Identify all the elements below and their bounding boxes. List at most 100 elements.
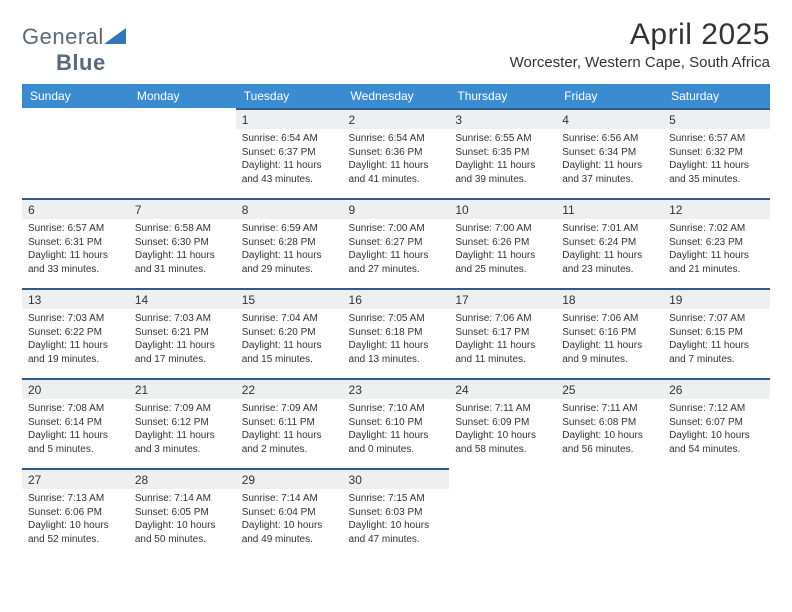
day-number: 23	[343, 378, 450, 399]
day-details: Sunrise: 6:57 AMSunset: 6:31 PMDaylight:…	[22, 219, 129, 280]
day-number: 19	[663, 288, 770, 309]
sunrise-text: Sunrise: 7:14 AM	[242, 492, 337, 506]
sunset-text: Sunset: 6:12 PM	[135, 416, 230, 430]
day-number: 28	[129, 468, 236, 489]
daylight-text: Daylight: 11 hours and 31 minutes.	[135, 249, 230, 276]
sunrise-text: Sunrise: 7:03 AM	[28, 312, 123, 326]
day-details: Sunrise: 7:06 AMSunset: 6:17 PMDaylight:…	[449, 309, 556, 370]
sunrise-text: Sunrise: 7:09 AM	[135, 402, 230, 416]
day-number: 14	[129, 288, 236, 309]
daylight-text: Daylight: 11 hours and 11 minutes.	[455, 339, 550, 366]
weekday-header: Wednesday	[343, 84, 450, 108]
calendar-day-cell: 14Sunrise: 7:03 AMSunset: 6:21 PMDayligh…	[129, 288, 236, 378]
sunrise-text: Sunrise: 7:14 AM	[135, 492, 230, 506]
sunrise-text: Sunrise: 7:12 AM	[669, 402, 764, 416]
calendar-day-cell: 5Sunrise: 6:57 AMSunset: 6:32 PMDaylight…	[663, 108, 770, 198]
daylight-text: Daylight: 10 hours and 49 minutes.	[242, 519, 337, 546]
sunset-text: Sunset: 6:22 PM	[28, 326, 123, 340]
calendar-day-cell: 20Sunrise: 7:08 AMSunset: 6:14 PMDayligh…	[22, 378, 129, 468]
day-number: 7	[129, 198, 236, 219]
day-number: 21	[129, 378, 236, 399]
sunrise-text: Sunrise: 7:10 AM	[349, 402, 444, 416]
calendar-day-cell: 4Sunrise: 6:56 AMSunset: 6:34 PMDaylight…	[556, 108, 663, 198]
day-details: Sunrise: 7:11 AMSunset: 6:08 PMDaylight:…	[556, 399, 663, 460]
calendar-day-cell	[556, 468, 663, 558]
day-number: 22	[236, 378, 343, 399]
calendar-week-row: 20Sunrise: 7:08 AMSunset: 6:14 PMDayligh…	[22, 378, 770, 468]
daylight-text: Daylight: 11 hours and 37 minutes.	[562, 159, 657, 186]
sunrise-text: Sunrise: 7:00 AM	[349, 222, 444, 236]
calendar-day-cell: 2Sunrise: 6:54 AMSunset: 6:36 PMDaylight…	[343, 108, 450, 198]
daylight-text: Daylight: 11 hours and 19 minutes.	[28, 339, 123, 366]
sunset-text: Sunset: 6:03 PM	[349, 506, 444, 520]
daylight-text: Daylight: 10 hours and 47 minutes.	[349, 519, 444, 546]
day-number: 1	[236, 108, 343, 129]
daylight-text: Daylight: 11 hours and 23 minutes.	[562, 249, 657, 276]
day-number: 4	[556, 108, 663, 129]
day-details: Sunrise: 7:15 AMSunset: 6:03 PMDaylight:…	[343, 489, 450, 550]
calendar-header-row: SundayMondayTuesdayWednesdayThursdayFrid…	[22, 84, 770, 108]
daylight-text: Daylight: 11 hours and 9 minutes.	[562, 339, 657, 366]
sunrise-text: Sunrise: 7:13 AM	[28, 492, 123, 506]
day-details: Sunrise: 7:04 AMSunset: 6:20 PMDaylight:…	[236, 309, 343, 370]
daylight-text: Daylight: 11 hours and 5 minutes.	[28, 429, 123, 456]
title-block: April 2025 Worcester, Western Cape, Sout…	[510, 18, 770, 71]
sunrise-text: Sunrise: 7:02 AM	[669, 222, 764, 236]
calendar-day-cell: 18Sunrise: 7:06 AMSunset: 6:16 PMDayligh…	[556, 288, 663, 378]
day-details: Sunrise: 6:59 AMSunset: 6:28 PMDaylight:…	[236, 219, 343, 280]
daylight-text: Daylight: 11 hours and 17 minutes.	[135, 339, 230, 366]
daylight-text: Daylight: 11 hours and 41 minutes.	[349, 159, 444, 186]
day-number: 18	[556, 288, 663, 309]
day-details: Sunrise: 7:09 AMSunset: 6:11 PMDaylight:…	[236, 399, 343, 460]
calendar-day-cell: 21Sunrise: 7:09 AMSunset: 6:12 PMDayligh…	[129, 378, 236, 468]
day-details: Sunrise: 7:01 AMSunset: 6:24 PMDaylight:…	[556, 219, 663, 280]
sunset-text: Sunset: 6:20 PM	[242, 326, 337, 340]
weekday-header: Saturday	[663, 84, 770, 108]
day-number: 26	[663, 378, 770, 399]
sunset-text: Sunset: 6:23 PM	[669, 236, 764, 250]
sunset-text: Sunset: 6:04 PM	[242, 506, 337, 520]
sunrise-text: Sunrise: 7:15 AM	[349, 492, 444, 506]
day-number: 10	[449, 198, 556, 219]
sunset-text: Sunset: 6:32 PM	[669, 146, 764, 160]
day-number: 20	[22, 378, 129, 399]
sunrise-text: Sunrise: 6:59 AM	[242, 222, 337, 236]
page-title: April 2025	[510, 18, 770, 52]
day-number: 24	[449, 378, 556, 399]
day-details: Sunrise: 7:14 AMSunset: 6:04 PMDaylight:…	[236, 489, 343, 550]
daylight-text: Daylight: 11 hours and 21 minutes.	[669, 249, 764, 276]
sunrise-text: Sunrise: 7:11 AM	[455, 402, 550, 416]
day-number: 5	[663, 108, 770, 129]
day-details: Sunrise: 7:03 AMSunset: 6:22 PMDaylight:…	[22, 309, 129, 370]
calendar-day-cell	[449, 468, 556, 558]
daylight-text: Daylight: 11 hours and 0 minutes.	[349, 429, 444, 456]
day-details: Sunrise: 7:09 AMSunset: 6:12 PMDaylight:…	[129, 399, 236, 460]
day-number: 16	[343, 288, 450, 309]
daylight-text: Daylight: 11 hours and 27 minutes.	[349, 249, 444, 276]
daylight-text: Daylight: 11 hours and 7 minutes.	[669, 339, 764, 366]
sunset-text: Sunset: 6:17 PM	[455, 326, 550, 340]
sunset-text: Sunset: 6:10 PM	[349, 416, 444, 430]
sunset-text: Sunset: 6:30 PM	[135, 236, 230, 250]
daylight-text: Daylight: 10 hours and 56 minutes.	[562, 429, 657, 456]
daylight-text: Daylight: 11 hours and 3 minutes.	[135, 429, 230, 456]
sunset-text: Sunset: 6:06 PM	[28, 506, 123, 520]
daylight-text: Daylight: 11 hours and 39 minutes.	[455, 159, 550, 186]
sunrise-text: Sunrise: 7:11 AM	[562, 402, 657, 416]
calendar-day-cell: 26Sunrise: 7:12 AMSunset: 6:07 PMDayligh…	[663, 378, 770, 468]
logo-text-2: Blue	[56, 50, 106, 75]
calendar-table: SundayMondayTuesdayWednesdayThursdayFrid…	[22, 84, 770, 558]
calendar-day-cell: 17Sunrise: 7:06 AMSunset: 6:17 PMDayligh…	[449, 288, 556, 378]
calendar-day-cell: 25Sunrise: 7:11 AMSunset: 6:08 PMDayligh…	[556, 378, 663, 468]
daylight-text: Daylight: 11 hours and 35 minutes.	[669, 159, 764, 186]
weekday-header: Friday	[556, 84, 663, 108]
daylight-text: Daylight: 11 hours and 33 minutes.	[28, 249, 123, 276]
sunset-text: Sunset: 6:11 PM	[242, 416, 337, 430]
sunset-text: Sunset: 6:09 PM	[455, 416, 550, 430]
sunrise-text: Sunrise: 6:58 AM	[135, 222, 230, 236]
calendar-day-cell: 15Sunrise: 7:04 AMSunset: 6:20 PMDayligh…	[236, 288, 343, 378]
day-details: Sunrise: 7:02 AMSunset: 6:23 PMDaylight:…	[663, 219, 770, 280]
calendar-day-cell: 22Sunrise: 7:09 AMSunset: 6:11 PMDayligh…	[236, 378, 343, 468]
calendar-day-cell	[22, 108, 129, 198]
day-details: Sunrise: 6:58 AMSunset: 6:30 PMDaylight:…	[129, 219, 236, 280]
